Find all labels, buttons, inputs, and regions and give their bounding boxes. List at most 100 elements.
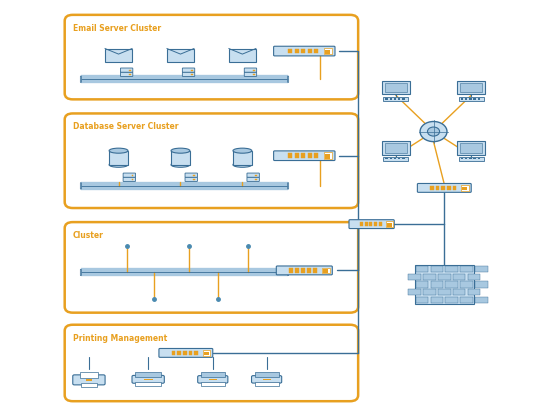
FancyBboxPatch shape [191, 74, 193, 75]
Ellipse shape [233, 162, 252, 167]
FancyBboxPatch shape [255, 373, 279, 377]
FancyBboxPatch shape [185, 177, 197, 182]
FancyBboxPatch shape [288, 269, 289, 276]
FancyBboxPatch shape [416, 266, 429, 272]
FancyBboxPatch shape [233, 151, 252, 165]
FancyBboxPatch shape [263, 379, 271, 380]
FancyBboxPatch shape [323, 269, 328, 273]
FancyBboxPatch shape [123, 177, 135, 182]
FancyBboxPatch shape [383, 97, 409, 100]
FancyBboxPatch shape [80, 372, 98, 378]
FancyBboxPatch shape [81, 383, 97, 388]
FancyBboxPatch shape [382, 81, 410, 94]
FancyBboxPatch shape [204, 352, 209, 355]
FancyBboxPatch shape [288, 153, 292, 158]
FancyBboxPatch shape [314, 49, 318, 53]
FancyBboxPatch shape [171, 151, 190, 165]
FancyBboxPatch shape [182, 72, 195, 76]
Text: Email Server Cluster: Email Server Cluster [73, 24, 161, 33]
FancyBboxPatch shape [394, 98, 396, 99]
FancyBboxPatch shape [409, 274, 421, 280]
FancyBboxPatch shape [430, 266, 443, 272]
FancyBboxPatch shape [194, 351, 198, 355]
Ellipse shape [171, 162, 190, 167]
FancyBboxPatch shape [247, 177, 259, 182]
FancyBboxPatch shape [324, 153, 332, 159]
FancyBboxPatch shape [402, 99, 405, 100]
FancyBboxPatch shape [453, 289, 466, 295]
FancyBboxPatch shape [364, 222, 368, 226]
FancyBboxPatch shape [86, 379, 92, 381]
FancyBboxPatch shape [385, 98, 388, 99]
FancyBboxPatch shape [457, 81, 485, 94]
FancyBboxPatch shape [132, 375, 164, 383]
FancyBboxPatch shape [274, 46, 335, 56]
FancyBboxPatch shape [461, 99, 463, 100]
FancyBboxPatch shape [325, 155, 330, 159]
FancyBboxPatch shape [109, 151, 128, 165]
FancyBboxPatch shape [132, 179, 133, 180]
FancyBboxPatch shape [417, 184, 471, 192]
FancyBboxPatch shape [460, 266, 473, 272]
FancyBboxPatch shape [460, 282, 473, 288]
FancyBboxPatch shape [473, 158, 476, 159]
Circle shape [428, 127, 440, 136]
FancyBboxPatch shape [457, 141, 485, 155]
Ellipse shape [171, 148, 190, 153]
FancyBboxPatch shape [194, 175, 195, 176]
FancyBboxPatch shape [436, 186, 440, 190]
FancyBboxPatch shape [256, 179, 257, 180]
FancyBboxPatch shape [253, 70, 255, 71]
FancyBboxPatch shape [468, 289, 480, 295]
FancyBboxPatch shape [374, 222, 377, 226]
FancyBboxPatch shape [369, 222, 372, 226]
FancyBboxPatch shape [81, 183, 82, 189]
FancyBboxPatch shape [394, 158, 396, 159]
FancyBboxPatch shape [465, 158, 467, 159]
FancyBboxPatch shape [398, 99, 400, 100]
FancyBboxPatch shape [478, 158, 480, 159]
FancyBboxPatch shape [256, 175, 257, 176]
FancyBboxPatch shape [447, 186, 451, 190]
FancyBboxPatch shape [438, 274, 450, 280]
FancyBboxPatch shape [182, 68, 195, 72]
FancyBboxPatch shape [229, 49, 256, 62]
FancyBboxPatch shape [462, 187, 467, 191]
FancyBboxPatch shape [244, 68, 257, 72]
FancyBboxPatch shape [276, 266, 332, 275]
FancyBboxPatch shape [325, 50, 330, 54]
FancyBboxPatch shape [459, 157, 484, 161]
FancyBboxPatch shape [409, 289, 421, 295]
FancyBboxPatch shape [460, 83, 483, 92]
FancyBboxPatch shape [159, 348, 213, 357]
FancyBboxPatch shape [105, 49, 132, 62]
FancyBboxPatch shape [398, 158, 400, 159]
FancyBboxPatch shape [478, 98, 480, 99]
FancyBboxPatch shape [294, 49, 299, 53]
FancyBboxPatch shape [453, 274, 466, 280]
FancyBboxPatch shape [416, 282, 429, 288]
FancyBboxPatch shape [73, 375, 105, 385]
Text: Cluster: Cluster [73, 231, 104, 240]
FancyBboxPatch shape [385, 99, 388, 100]
FancyBboxPatch shape [383, 157, 409, 161]
FancyBboxPatch shape [461, 98, 463, 99]
Ellipse shape [233, 148, 252, 153]
Ellipse shape [109, 148, 128, 153]
FancyBboxPatch shape [460, 143, 483, 153]
FancyBboxPatch shape [385, 83, 407, 92]
FancyBboxPatch shape [167, 49, 194, 62]
Text: Printing Management: Printing Management [73, 334, 167, 343]
FancyBboxPatch shape [191, 70, 193, 71]
FancyBboxPatch shape [274, 151, 335, 160]
FancyBboxPatch shape [197, 376, 228, 383]
FancyBboxPatch shape [430, 282, 443, 288]
FancyBboxPatch shape [313, 268, 317, 273]
FancyBboxPatch shape [288, 76, 289, 82]
FancyBboxPatch shape [386, 221, 393, 227]
FancyBboxPatch shape [475, 297, 487, 303]
FancyBboxPatch shape [398, 98, 400, 99]
FancyBboxPatch shape [307, 153, 312, 158]
FancyBboxPatch shape [81, 76, 82, 82]
FancyBboxPatch shape [469, 98, 472, 99]
